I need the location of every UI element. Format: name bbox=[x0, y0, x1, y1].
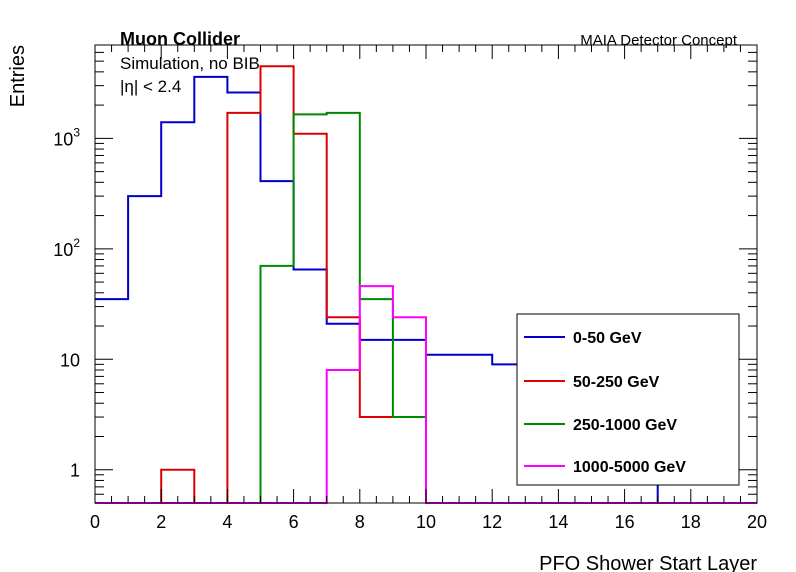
x-tick-label: 8 bbox=[355, 512, 365, 532]
x-tick-label: 2 bbox=[156, 512, 166, 532]
x-tick-label: 16 bbox=[615, 512, 635, 532]
y-tick-label: 10 bbox=[60, 350, 80, 370]
y-tick-label: 1 bbox=[70, 461, 80, 481]
legend: 0-50 GeV 50-250 GeV 250-1000 GeV 1000-5000 … bbox=[516, 313, 740, 486]
eta-cut-label: |η| < 2.4 bbox=[120, 77, 181, 96]
x-tick-label: 10 bbox=[416, 512, 436, 532]
x-tick-label: 20 bbox=[747, 512, 767, 532]
x-tick-label: 6 bbox=[289, 512, 299, 532]
axis-tick-labels: 0 2 4 6 8 10 12 14 16 18 20 1 10 102 103 bbox=[53, 125, 767, 532]
detector-concept-label: MAIA Detector Concept bbox=[580, 32, 738, 49]
experiment-label: Muon Collider bbox=[120, 29, 240, 49]
axis-ticks bbox=[94, 44, 758, 504]
legend-label-1: 0-50 GeV bbox=[573, 330, 642, 347]
y-tick-label: 103 bbox=[53, 125, 80, 149]
x-tick-label: 4 bbox=[222, 512, 232, 532]
x-axis-title: PFO Shower Start Layer bbox=[539, 553, 757, 572]
x-tick-label: 18 bbox=[681, 512, 701, 532]
legend-label-2: 50-250 GeV bbox=[573, 374, 660, 391]
simulation-label: Simulation, no BIB bbox=[120, 54, 260, 73]
legend-entries: 0-50 GeV 50-250 GeV 250-1000 GeV 1000-5000 … bbox=[524, 330, 686, 476]
y-tick-label: 102 bbox=[53, 236, 80, 260]
y-axis-title: Entries bbox=[7, 45, 29, 107]
legend-label-4: 1000-5000 GeV bbox=[573, 459, 686, 476]
x-tick-label: 14 bbox=[548, 512, 568, 532]
legend-label-3: 250-1000 GeV bbox=[573, 417, 677, 434]
x-tick-label: 0 bbox=[90, 512, 100, 532]
x-tick-label: 12 bbox=[482, 512, 502, 532]
legend-box bbox=[516, 313, 740, 486]
